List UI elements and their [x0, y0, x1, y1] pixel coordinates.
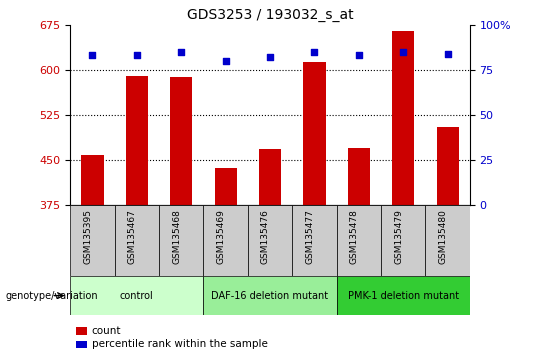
Bar [82, 155, 104, 205]
Bar [436, 127, 458, 205]
Bar [76, 327, 87, 335]
Bar [292, 205, 336, 276]
Point [132, 53, 141, 58]
Bar [114, 205, 159, 276]
Text: GSM135479: GSM135479 [394, 209, 403, 264]
Text: control: control [120, 291, 154, 301]
Point [354, 53, 363, 58]
Text: GSM135469: GSM135469 [217, 209, 226, 264]
Text: GSM135480: GSM135480 [438, 209, 448, 264]
Text: PMK-1 deletion mutant: PMK-1 deletion mutant [348, 291, 459, 301]
Bar [70, 276, 204, 315]
Point [443, 51, 452, 57]
Text: GSM135395: GSM135395 [83, 209, 92, 264]
Point [88, 53, 97, 58]
Point [310, 49, 319, 55]
Bar [214, 168, 237, 205]
Text: DAF-16 deletion mutant: DAF-16 deletion mutant [212, 291, 328, 301]
Bar [336, 205, 381, 276]
Bar [170, 77, 192, 205]
Bar [259, 149, 281, 205]
Bar [159, 205, 204, 276]
Text: GSM135476: GSM135476 [261, 209, 270, 264]
Text: percentile rank within the sample: percentile rank within the sample [92, 339, 268, 349]
Point [399, 49, 408, 55]
Point [177, 49, 186, 55]
Title: GDS3253 / 193032_s_at: GDS3253 / 193032_s_at [187, 8, 353, 22]
Bar [336, 276, 470, 315]
Text: genotype/variation: genotype/variation [5, 291, 98, 301]
Bar [348, 148, 370, 205]
Bar [248, 205, 292, 276]
Point [221, 58, 230, 64]
Bar [392, 31, 414, 205]
Bar [426, 205, 470, 276]
Text: GSM135477: GSM135477 [306, 209, 314, 264]
Bar [303, 62, 326, 205]
Bar [76, 341, 87, 348]
Point [266, 55, 274, 60]
Text: GSM135468: GSM135468 [172, 209, 181, 264]
Text: GSM135478: GSM135478 [350, 209, 359, 264]
Text: GSM135467: GSM135467 [128, 209, 137, 264]
Bar [381, 205, 426, 276]
Text: count: count [92, 326, 122, 336]
Bar [126, 76, 148, 205]
Bar [204, 276, 336, 315]
Bar [204, 205, 248, 276]
Bar [70, 205, 114, 276]
